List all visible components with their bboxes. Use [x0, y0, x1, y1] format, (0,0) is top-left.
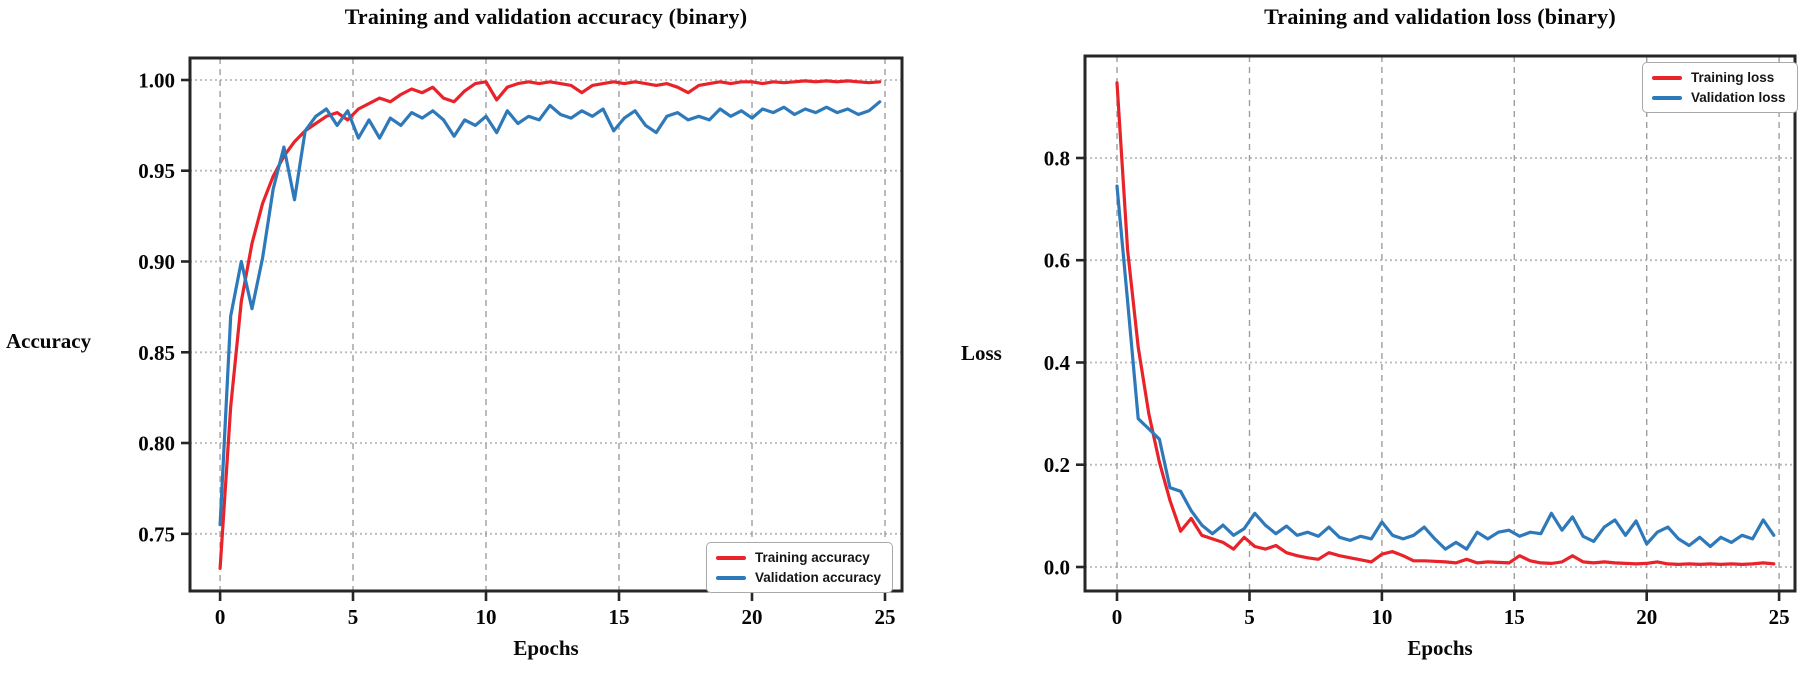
validation-accuracy-swatch — [716, 575, 746, 580]
series-line-training-accuracy — [218, 79, 882, 570]
y-tick-label: 0.2 — [1044, 453, 1070, 477]
x-tick-label: 5 — [1244, 605, 1255, 629]
loss-x-axis-label: Epochs — [1407, 636, 1473, 660]
x-tick-label: 0 — [1112, 605, 1123, 629]
training-accuracy-swatch — [716, 555, 746, 560]
loss-y-axis-label: Loss — [961, 341, 1002, 365]
loss-legend: Training loss Validation loss — [1642, 62, 1798, 113]
legend-item: Training loss — [1652, 70, 1786, 85]
accuracy-chart-title: Training and validation accuracy (binary… — [344, 4, 748, 29]
y-tick-label: 0.85 — [138, 341, 175, 365]
plot-border — [188, 56, 904, 593]
accuracy-legend: Training accuracy Validation accuracy — [706, 542, 894, 593]
training-loss-swatch — [1652, 75, 1682, 80]
legend-label: Training accuracy — [755, 550, 870, 565]
legend-item: Validation accuracy — [716, 570, 881, 585]
y-tick-label: 0.90 — [138, 250, 175, 274]
loss-chart-title: Training and validation loss (binary) — [1264, 4, 1616, 29]
y-tick-label: 1.00 — [138, 69, 175, 93]
accuracy-x-axis-label: Epochs — [513, 636, 579, 660]
series-line-training-loss — [1115, 81, 1776, 567]
accuracy-y-axis-label: Accuracy — [6, 329, 92, 353]
y-tick-label: 0.0 — [1044, 556, 1070, 580]
plot-border — [1083, 54, 1797, 593]
series-line-validation-accuracy — [218, 100, 882, 527]
x-tick-label: 15 — [1504, 605, 1525, 629]
validation-loss-swatch — [1652, 95, 1682, 100]
x-tick-label: 25 — [875, 605, 896, 629]
x-tick-label: 25 — [1769, 605, 1790, 629]
x-tick-label: 20 — [1636, 605, 1657, 629]
series-line-validation-loss — [1115, 184, 1776, 551]
x-tick-label: 10 — [476, 605, 497, 629]
legend-label: Training loss — [1691, 70, 1775, 85]
x-tick-label: 5 — [348, 605, 359, 629]
y-tick-label: 0.8 — [1044, 147, 1070, 171]
legend-label: Validation accuracy — [755, 570, 882, 585]
legend-label: Validation loss — [1691, 90, 1786, 105]
x-tick-label: 10 — [1371, 605, 1392, 629]
x-tick-label: 0 — [215, 605, 226, 629]
x-tick-label: 20 — [742, 605, 763, 629]
y-tick-label: 0.80 — [138, 432, 175, 456]
y-tick-label: 0.4 — [1044, 351, 1071, 375]
x-tick-label: 15 — [609, 605, 630, 629]
y-tick-label: 0.75 — [138, 522, 175, 546]
legend-item: Training accuracy — [716, 550, 881, 565]
y-tick-label: 0.6 — [1044, 249, 1070, 273]
legend-item: Validation loss — [1652, 90, 1786, 105]
y-tick-label: 0.95 — [138, 159, 175, 183]
